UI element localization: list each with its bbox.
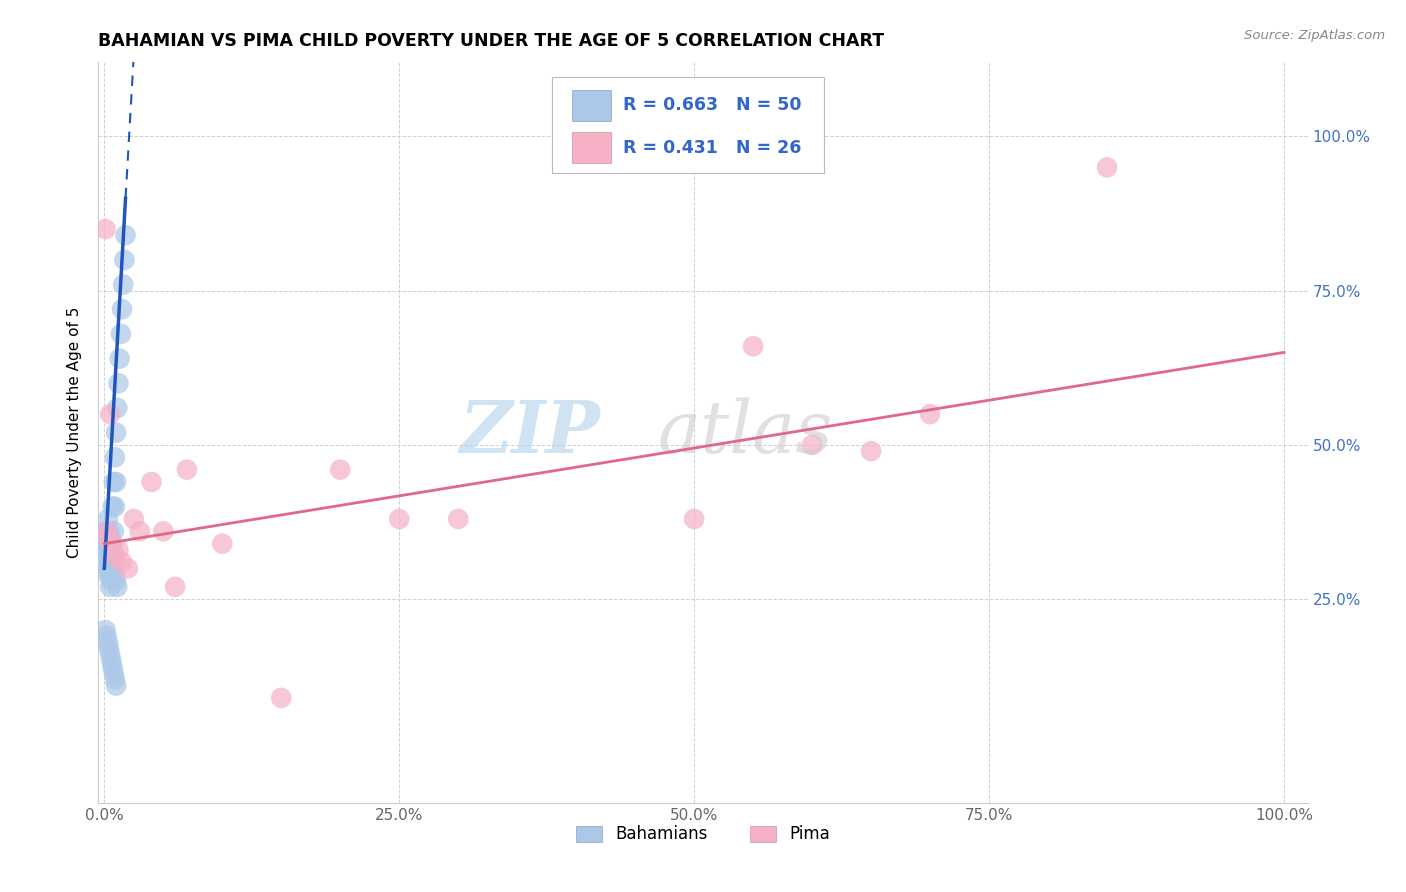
Point — [110, 326, 132, 341]
Point — [103, 561, 125, 575]
Point — [97, 567, 120, 582]
Point — [105, 679, 128, 693]
Point — [100, 574, 122, 588]
Point — [96, 561, 118, 575]
Point — [117, 561, 139, 575]
Point — [104, 567, 127, 582]
Point — [97, 542, 120, 557]
Point — [211, 536, 233, 550]
Point — [103, 475, 125, 489]
Point — [97, 531, 120, 545]
Text: BAHAMIAN VS PIMA CHILD POVERTY UNDER THE AGE OF 5 CORRELATION CHART: BAHAMIAN VS PIMA CHILD POVERTY UNDER THE… — [98, 32, 884, 50]
Point — [98, 536, 121, 550]
Point — [112, 252, 135, 267]
Point — [1095, 161, 1118, 175]
Point — [104, 673, 127, 687]
Point — [97, 531, 120, 545]
Point — [108, 351, 131, 366]
Point — [94, 222, 117, 236]
Point — [94, 524, 117, 539]
Point — [111, 555, 134, 569]
Point — [98, 542, 121, 557]
Point — [105, 580, 128, 594]
Point — [105, 401, 128, 415]
Point — [105, 574, 128, 588]
Point — [270, 690, 292, 705]
Point — [801, 438, 824, 452]
Point — [94, 549, 117, 563]
Text: R = 0.663   N = 50: R = 0.663 N = 50 — [623, 96, 801, 114]
Point — [329, 462, 352, 476]
Point — [112, 277, 135, 292]
Point — [122, 512, 145, 526]
Bar — [572, 90, 612, 121]
Point — [742, 339, 765, 353]
Point — [103, 666, 125, 681]
FancyBboxPatch shape — [551, 78, 824, 173]
Point — [100, 536, 122, 550]
Y-axis label: Child Poverty Under the Age of 5: Child Poverty Under the Age of 5 — [67, 307, 83, 558]
Point — [128, 524, 150, 539]
Point — [114, 228, 136, 243]
Point — [101, 542, 124, 557]
Point — [152, 524, 174, 539]
Point — [141, 475, 163, 489]
Point — [96, 629, 118, 643]
Point — [101, 555, 124, 569]
Point — [388, 512, 411, 526]
Point — [176, 462, 198, 476]
Text: R = 0.431   N = 26: R = 0.431 N = 26 — [623, 138, 801, 157]
Point — [101, 660, 124, 674]
Point — [94, 623, 117, 637]
Point — [447, 512, 470, 526]
Point — [105, 425, 128, 440]
Point — [97, 512, 120, 526]
Point — [98, 407, 121, 421]
Point — [104, 549, 127, 563]
Point — [98, 561, 121, 575]
Point — [104, 450, 127, 465]
Text: Source: ZipAtlas.com: Source: ZipAtlas.com — [1244, 29, 1385, 42]
Point — [101, 500, 124, 514]
Point — [98, 555, 121, 569]
Point — [860, 444, 883, 458]
Point — [107, 376, 129, 391]
Point — [104, 500, 127, 514]
Text: atlas: atlas — [658, 397, 834, 468]
Point — [98, 531, 121, 545]
Point — [107, 542, 129, 557]
Point — [97, 635, 120, 649]
Point — [111, 302, 134, 317]
Bar — [572, 132, 612, 163]
Point — [683, 512, 706, 526]
Point — [920, 407, 942, 421]
Point — [98, 524, 121, 539]
Point — [96, 524, 118, 539]
Point — [165, 580, 187, 594]
Point — [96, 524, 118, 539]
Point — [96, 536, 118, 550]
Point — [103, 524, 125, 539]
Point — [98, 641, 121, 656]
Point — [105, 475, 128, 489]
Point — [101, 536, 124, 550]
Point — [98, 648, 121, 662]
Text: ZIP: ZIP — [460, 397, 600, 468]
Legend: Bahamians, Pima: Bahamians, Pima — [569, 819, 837, 850]
Point — [98, 580, 121, 594]
Point — [100, 654, 122, 668]
Point — [100, 549, 122, 563]
